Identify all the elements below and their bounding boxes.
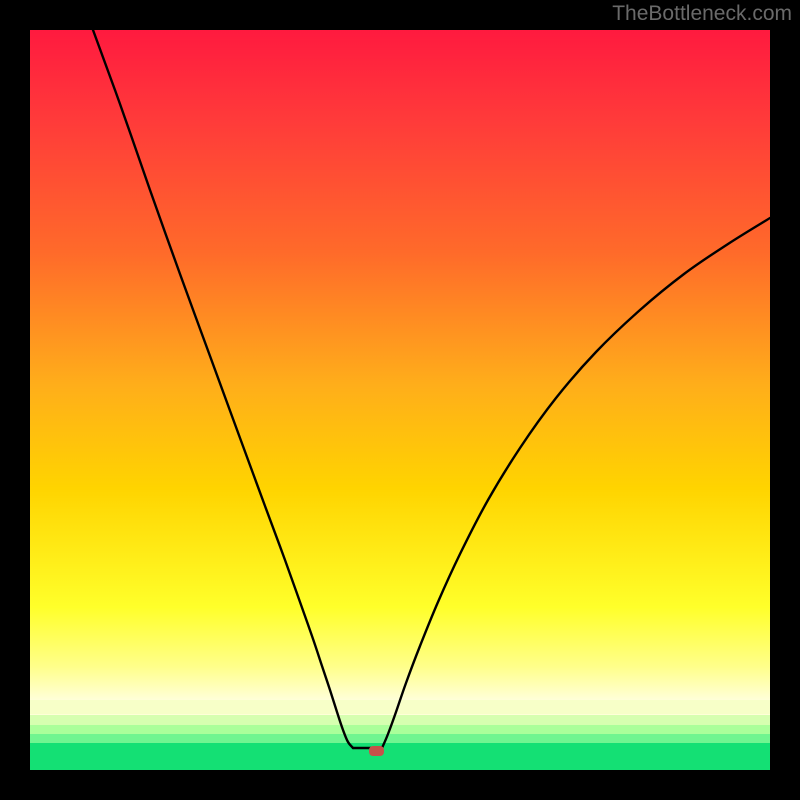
curve-right-branch (382, 218, 770, 748)
curve-left-branch (93, 30, 353, 748)
watermark-label: TheBottleneck.com (612, 2, 792, 26)
bottleneck-curve (30, 30, 770, 770)
plot-area (30, 30, 770, 770)
optimal-marker (369, 746, 384, 756)
chart-frame: TheBottleneck.com (0, 0, 800, 800)
